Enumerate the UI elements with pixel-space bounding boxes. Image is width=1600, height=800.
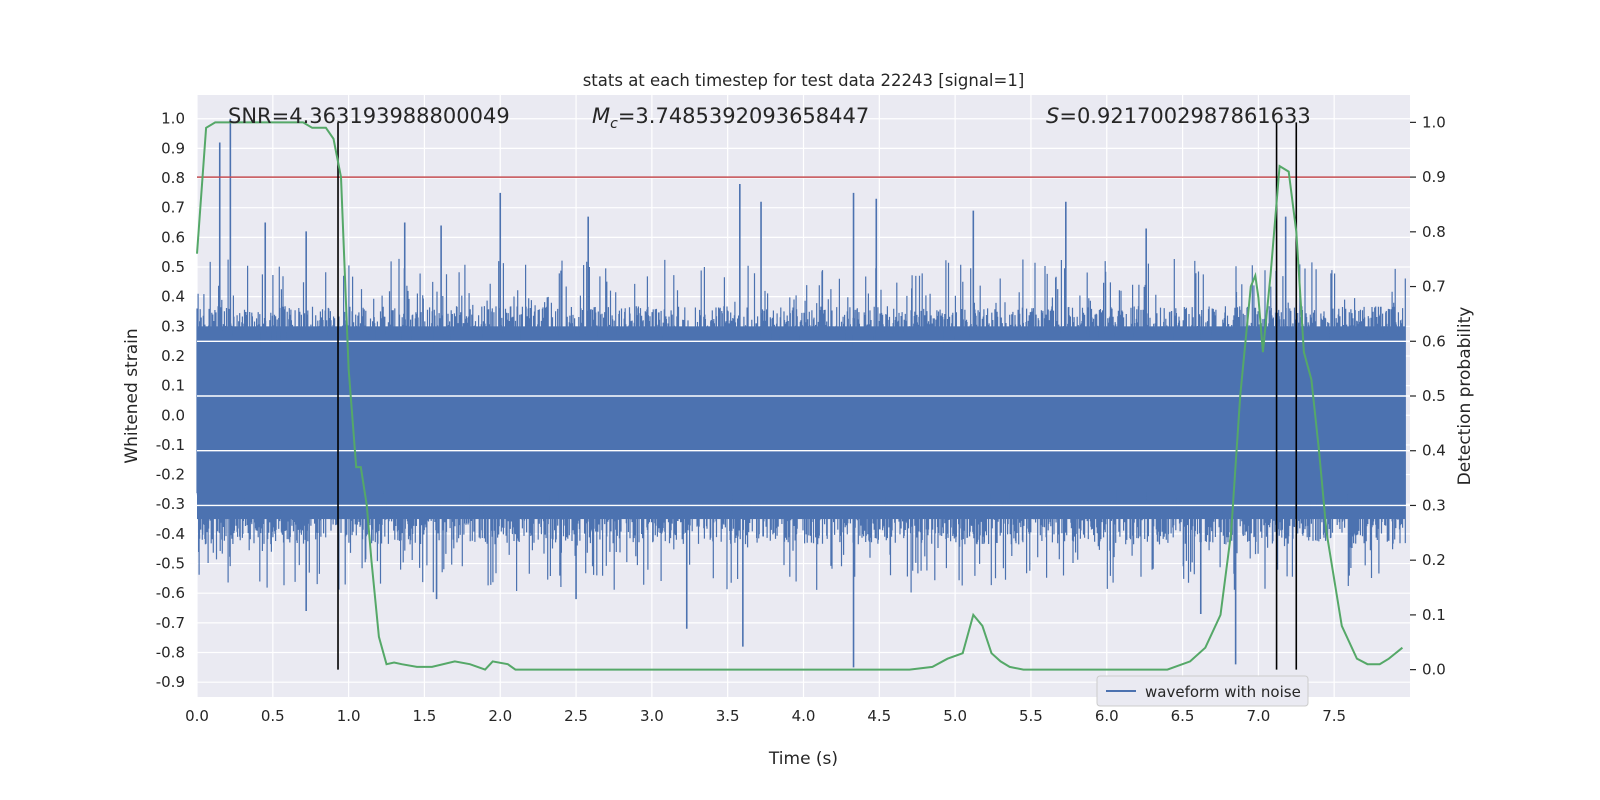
x-tick-label: 0.5	[261, 707, 285, 725]
y2-axis-label: Detection probability	[1455, 307, 1475, 486]
y-tick-label: -0.3	[156, 495, 185, 513]
y-tick-label: -0.5	[156, 555, 185, 573]
y-tick-label: -0.6	[156, 584, 185, 602]
x-tick-label: 5.0	[943, 707, 967, 725]
y-tick-label: 0.6	[161, 228, 185, 246]
x-tick-label: 2.0	[488, 707, 512, 725]
waveform-line	[196, 258, 1406, 593]
y2-tick-label: 0.4	[1422, 442, 1446, 460]
mc-label: M	[592, 104, 610, 128]
x-tick-label: 6.5	[1171, 707, 1195, 725]
x-axis-label: Time (s)	[768, 749, 838, 769]
x-tick-label: 3.5	[716, 707, 740, 725]
x-tick-label: 0.0	[185, 707, 209, 725]
y-tick-label: 0.2	[161, 347, 185, 365]
chirp-mass-annotation: Mc=3.7485392093658447	[592, 104, 869, 132]
y-tick-label: 0.5	[161, 258, 185, 276]
x-tick-label: 3.0	[640, 707, 664, 725]
legend-box	[1096, 675, 1309, 707]
mc-value: =3.7485392093658447	[618, 104, 869, 128]
waveform-series	[196, 118, 1406, 668]
y2-tick-label: 0.7	[1422, 278, 1446, 296]
x-tick-label: 1.5	[413, 707, 437, 725]
y-tick-label: 0.8	[161, 169, 185, 187]
y2-tick-label: 1.0	[1422, 113, 1446, 131]
legend: waveform with noise	[1096, 675, 1309, 707]
x-tick-label: 4.5	[867, 707, 891, 725]
s-annotation: S=0.9217002987861633	[1046, 104, 1311, 128]
y-tick-label: -0.9	[156, 673, 185, 691]
x-tick-label: 7.0	[1246, 707, 1270, 725]
x-tick-label: 4.0	[792, 707, 816, 725]
snr-value: =4.363193988800049	[272, 104, 510, 128]
s-value: =0.9217002987861633	[1059, 104, 1310, 128]
y2-tick-label: 0.1	[1422, 606, 1446, 624]
snr-label: SNR	[228, 104, 272, 128]
y-tick-label: 0.9	[161, 139, 185, 157]
x-tick-label: 1.0	[337, 707, 361, 725]
y-tick-label: 0.3	[161, 317, 185, 335]
s-label: S	[1046, 104, 1059, 128]
overlay-layer	[196, 121, 1410, 671]
y-tick-label: 1.0	[161, 110, 185, 128]
chart-title: stats at each timestep for test data 222…	[583, 71, 1025, 90]
y-tick-label: 0.7	[161, 199, 185, 217]
ticks-layer: 0.0 0.5 1.0 1.5 2.0 2.5 3.0 3.5 4.0 4.5 5.0 5.5 6.0 6…	[156, 110, 1446, 725]
y2-tick-label: 0.2	[1422, 551, 1446, 569]
y-tick-label: -0.7	[156, 614, 185, 632]
probability-line	[196, 121, 1404, 671]
y-tick-label: -0.1	[156, 436, 185, 454]
y-tick-label: -0.2	[156, 466, 185, 484]
x-tick-label: 6.0	[1095, 707, 1119, 725]
y2-tick-label: 0.3	[1422, 496, 1446, 514]
y2-tick-label: 0.5	[1422, 387, 1446, 405]
y2-tick-label: 0.0	[1422, 661, 1446, 679]
y-axis-label: Whitened strain	[122, 328, 142, 463]
snr-annotation: SNR=4.363193988800049	[228, 104, 510, 128]
y2-tick-label: 0.8	[1422, 223, 1446, 241]
y-tick-label: 0.0	[161, 406, 185, 424]
y2-tick-label: 0.6	[1422, 332, 1446, 350]
y2-tick-label: 0.9	[1422, 168, 1446, 186]
y-tick-label: -0.4	[156, 525, 185, 543]
y-tick-label: -0.8	[156, 644, 185, 662]
x-tick-label: 7.5	[1322, 707, 1346, 725]
y-tick-label: 0.1	[161, 377, 185, 395]
x-tick-label: 5.5	[1019, 707, 1043, 725]
x-tick-label: 2.5	[564, 707, 588, 725]
mc-subscript: c	[610, 116, 618, 132]
legend-label: waveform with noise	[1145, 683, 1301, 701]
y-tick-label: 0.4	[161, 288, 185, 306]
